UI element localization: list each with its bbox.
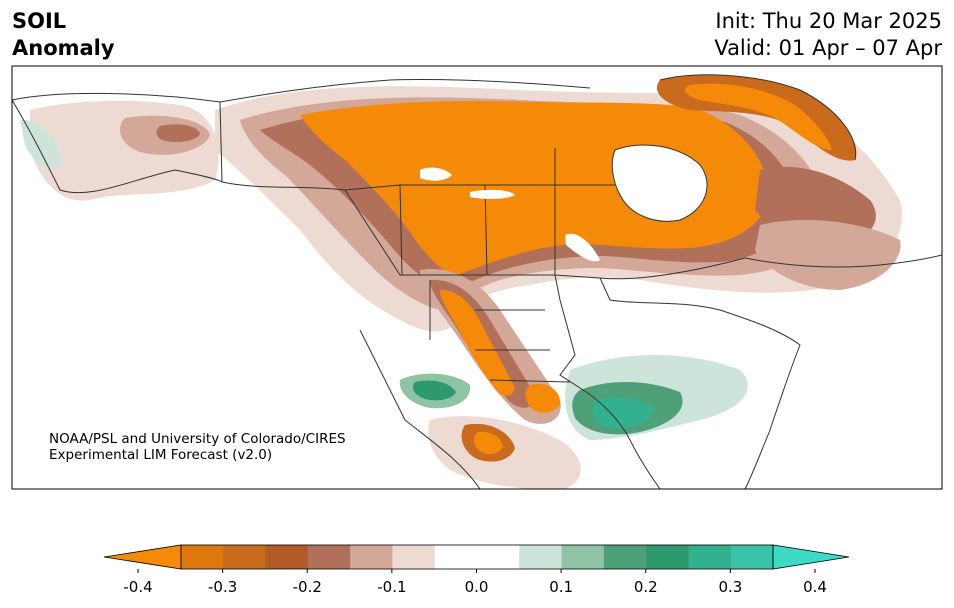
colorbar-cell [265,545,309,569]
colorbar-tick-label: 0.0 [465,578,489,596]
colorbar-tick-label: -0.3 [208,578,237,596]
alaska-dry-core [156,124,200,142]
colorbar-extend-low [103,544,182,570]
title-line-1: SOIL [12,9,67,33]
colorbar-cell [307,545,351,569]
valid-range: Valid: 01 Apr – 07 Apr [714,36,942,60]
colorbar-tick-label: -0.4 [123,578,152,596]
labrador-light [755,220,901,290]
colorbar-cell [561,545,605,569]
colorbar-cell [603,545,647,569]
canada-strong-dry [300,101,770,276]
colorbar-tick-label: -0.2 [293,578,322,596]
colorbar-cell [477,545,520,569]
southeast-strong-wet [592,397,655,429]
mexico-strong-dry [474,431,503,455]
colorbar-tick-label: 0.4 [803,578,827,596]
nevada-wet [412,380,456,401]
colorbar-extend-high [772,544,850,570]
colorbar-cell [181,545,224,569]
colorbar-tick-label: 0.1 [549,578,573,596]
credit-line-2: Experimental LIM Forecast (v2.0) [49,447,273,463]
credit-line-1: NOAA/PSL and University of Colorado/CIRE… [49,431,346,447]
lake-3 [565,233,600,262]
hudson-bay [612,145,708,222]
title-line-2: Anomaly [12,36,115,60]
colorbar-tick-label: 0.3 [718,578,742,596]
greenland-strong-dry [684,83,832,150]
lake-1 [420,167,452,181]
lake-2 [470,189,515,200]
colorbar-cell [730,545,774,569]
map-title: SOIL Anomaly [12,8,115,62]
map-field [12,66,942,489]
colorbar-cells [103,544,850,570]
colorbar-cell [392,545,436,569]
colorbar-tick-label: 0.2 [634,578,658,596]
forecast-dates: Init: Thu 20 Mar 2025 Valid: 01 Apr – 07… [714,8,942,62]
credit-text: NOAA/PSL and University of Colorado/CIRE… [49,431,346,463]
colorbar-ticks: -0.4 -0.3 -0.2 -0.1 0.0 0.1 0.2 0.3 0.4 [123,569,827,596]
colorbar-tick-label: -0.1 [377,578,406,596]
colorbar-cell [350,545,393,569]
colorbar-cell [434,545,478,569]
texas-dry-spot [525,383,561,413]
map-frame [11,65,943,490]
colorbar-cell [223,545,267,569]
rockies-strong-dry [440,290,515,396]
colorbar-cell [688,545,732,569]
boundaries [12,74,942,489]
colorbar-cell [519,545,563,569]
colorbar-cell [646,545,689,569]
init-date: Init: Thu 20 Mar 2025 [715,9,942,33]
